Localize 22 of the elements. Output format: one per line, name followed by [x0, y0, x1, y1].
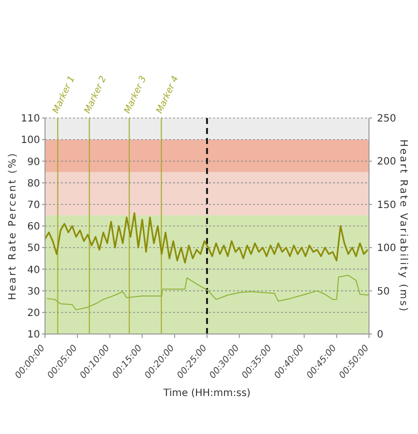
y2-tick-label: 100: [377, 243, 396, 254]
y2-tick-label: 150: [377, 200, 396, 211]
y2-tick-label: 200: [377, 156, 396, 168]
y2-tick-label: 0: [377, 330, 384, 340]
x-axis-title: Time (HH:mm:ss): [162, 388, 251, 399]
y-tick-label: 60: [27, 222, 40, 233]
line-series: [45, 212, 369, 264]
line-series: [46, 274, 369, 310]
y-tick-label: 70: [27, 200, 40, 211]
y-tick-label: 50: [27, 243, 40, 254]
y-tick-label: 10: [27, 330, 40, 341]
y-tick-label: 30: [27, 286, 40, 298]
y-tick-label: 110: [20, 114, 40, 125]
y-tick-label: 20: [27, 308, 40, 319]
y-tick-label: 90: [27, 156, 40, 168]
y-tick-label: 100: [20, 135, 40, 146]
y-axis-title: Heart Rate Percent (%): [8, 152, 19, 300]
y-tick-label: 40: [27, 264, 40, 276]
y2-axis-title: Heart Rate Variability (ms): [397, 139, 408, 313]
y2-tick-label: 50: [377, 286, 390, 298]
y2-tick-label: 250: [377, 114, 396, 124]
y-tick-label: 80: [27, 178, 40, 190]
